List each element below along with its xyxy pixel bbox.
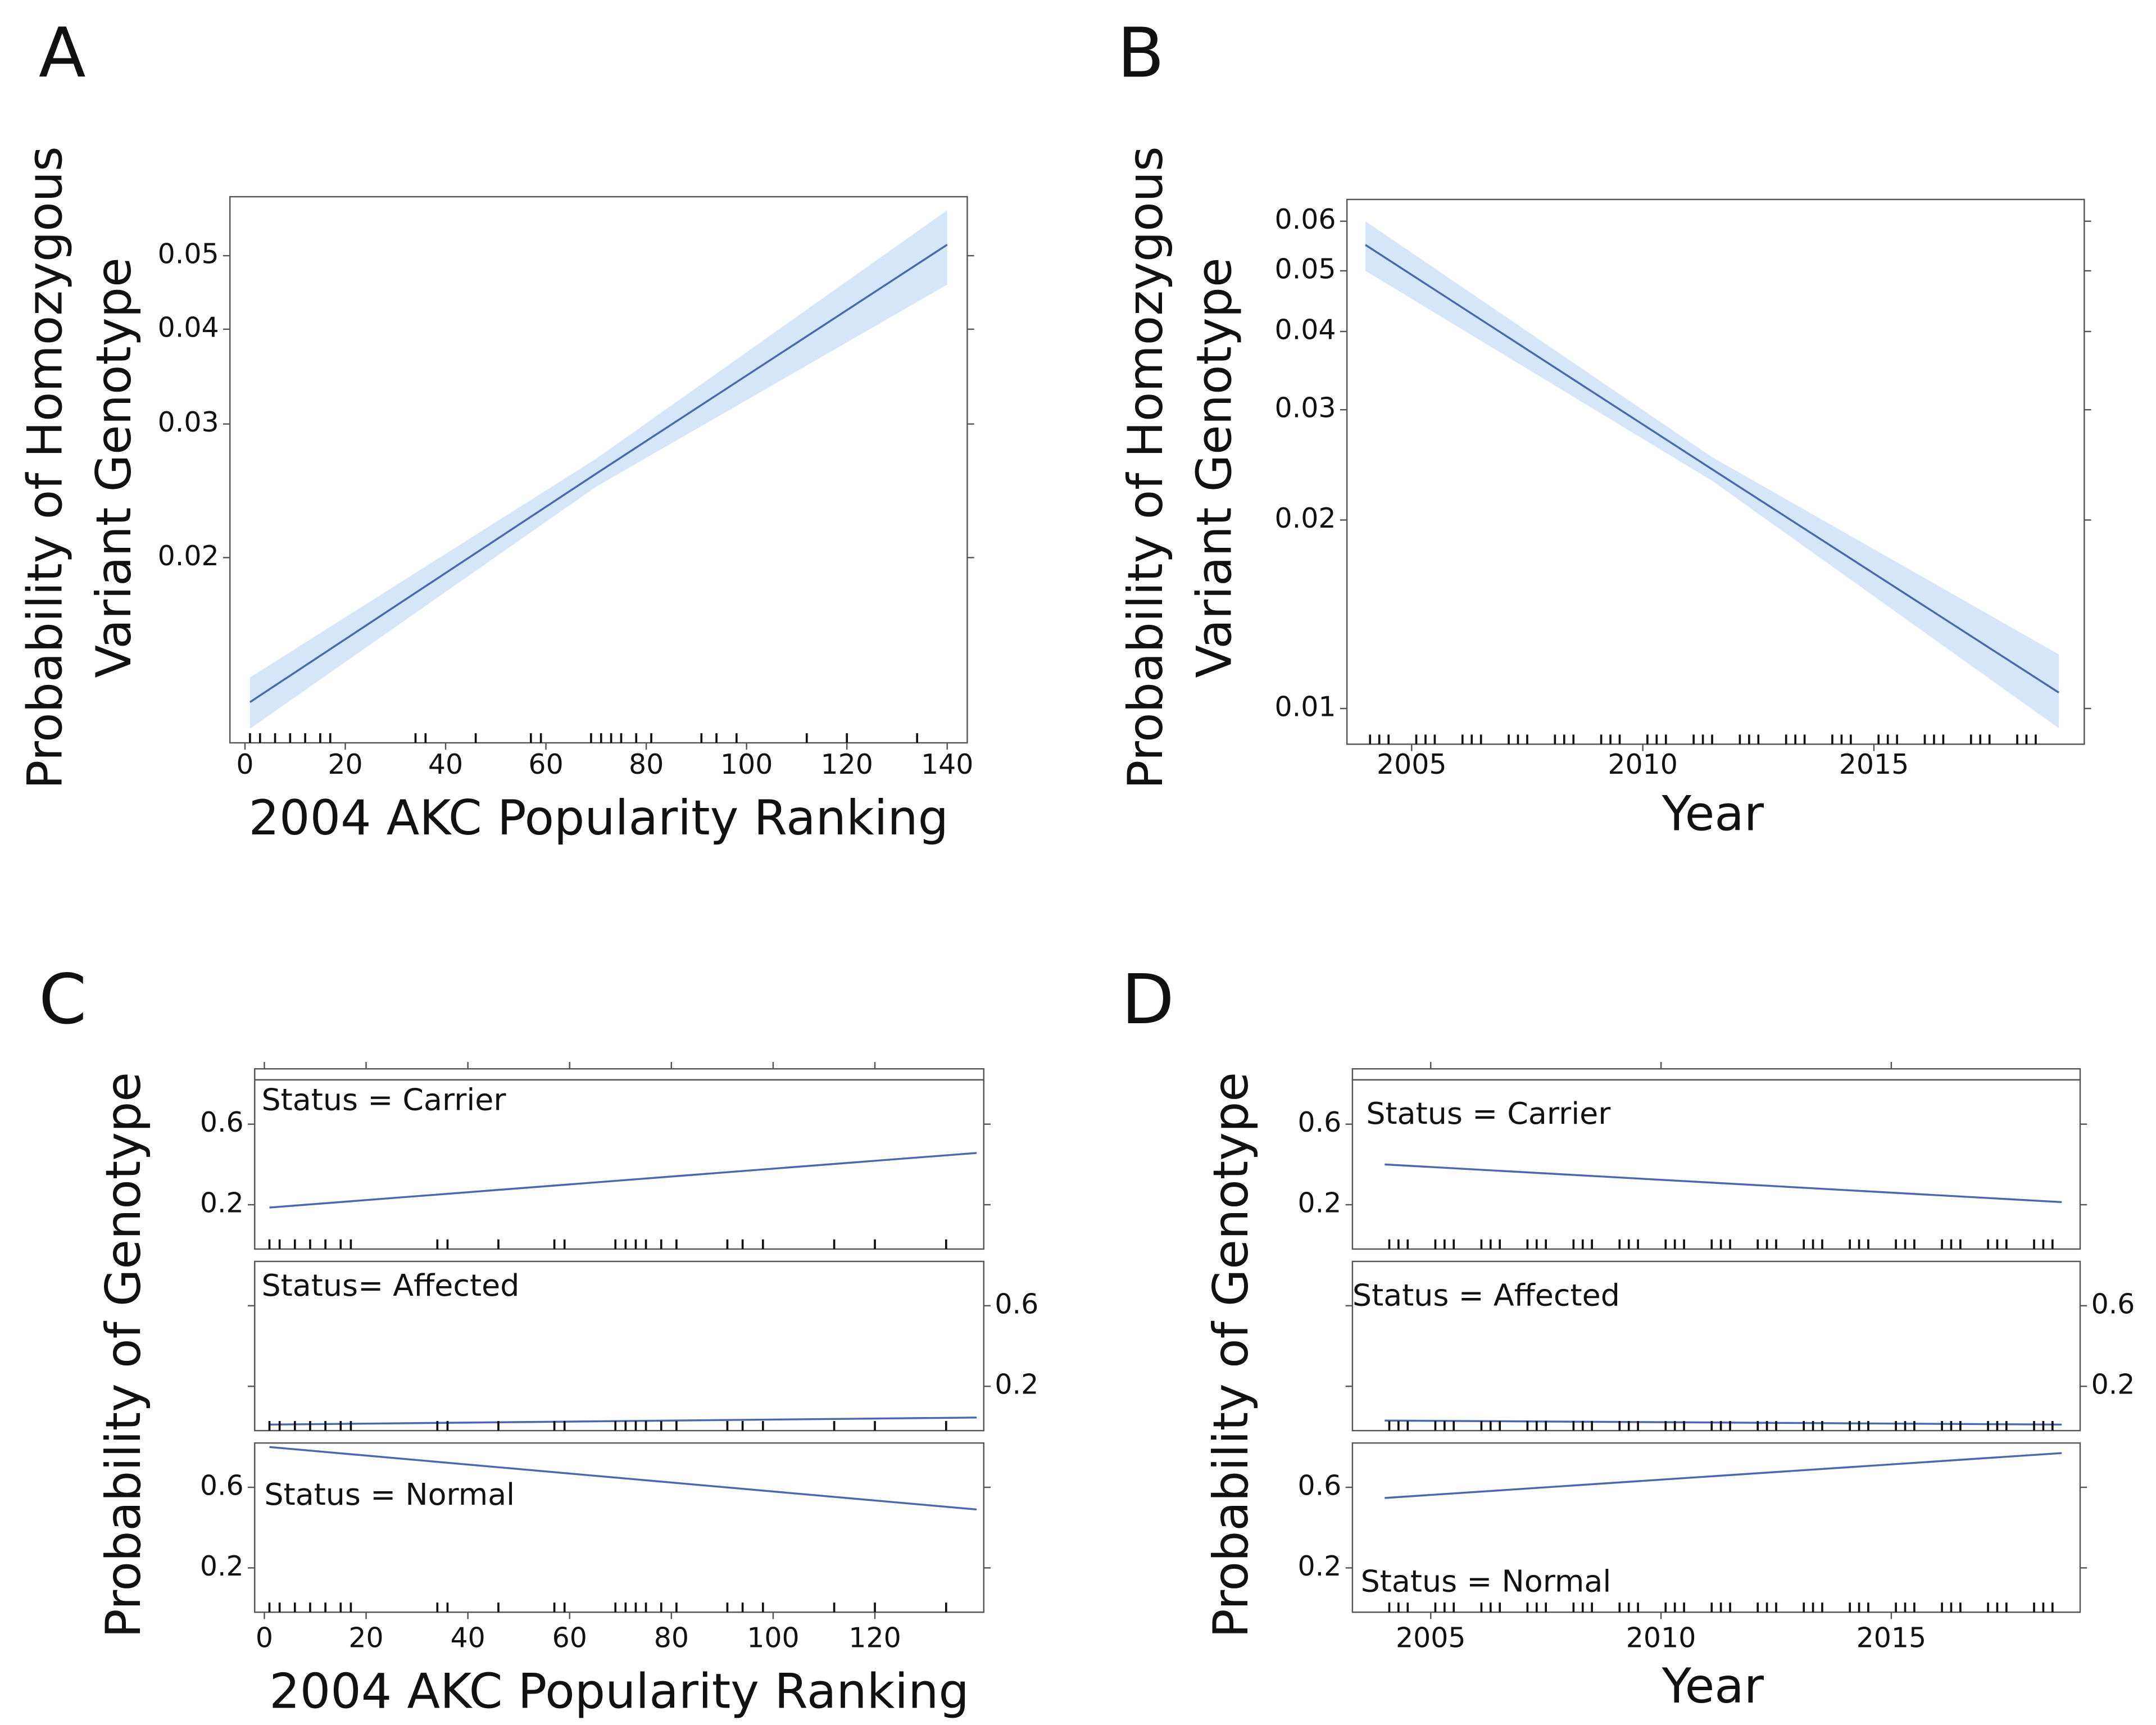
plot-frame [1346,198,2085,745]
y-tick-label: 0.6 [1297,1469,1341,1501]
y-tick-label: 0.2 [2091,1369,2135,1401]
y-tick-label: 0.04 [1275,314,1336,346]
facet-label: Status= Affected [262,1268,520,1303]
facet-label: Status = Normal [1361,1563,1612,1599]
y-tick-label: 0.6 [995,1288,1038,1320]
x-tick-label: 100 [720,748,773,780]
facet-label: Status = Affected [1352,1277,1620,1313]
x-tick-label: 60 [528,748,563,780]
y-tick-label: 0.2 [200,1187,244,1219]
y-axis-label: Probability of Homozygous [1118,146,1174,789]
y-tick-label: 0.2 [995,1369,1038,1401]
plot-frame [1351,1260,2081,1432]
x-tick-label: 2015 [1839,748,1909,780]
x-tick-label: 40 [428,748,463,780]
fit-line [1385,1419,2062,1426]
y-tick-label: 0.03 [158,406,219,438]
y-tick-label: 0.2 [1297,1550,1341,1582]
plot-frame [254,1442,985,1613]
fit-line [249,244,948,703]
facet-label: Status = Carrier [262,1082,507,1118]
x-tick-label: 20 [328,748,362,780]
x-tick-label: 2010 [1626,1622,1696,1654]
plot-frame [254,1260,985,1432]
plot-frame [254,1079,985,1250]
y-axis-label: Probability of Genotype [1203,1072,1259,1638]
plot-frame [1351,1442,2081,1613]
panel-letter: D [1122,959,1174,1039]
x-tick-label: 120 [820,748,873,780]
y-tick-label: 0.01 [1275,691,1336,723]
y-axis-label: Variant Genotype [1186,257,1242,678]
y-tick-label: 0.6 [200,1469,244,1501]
y-tick-label: 0.05 [158,238,219,270]
x-tick-label: 140 [921,748,973,780]
confidence-band [1365,221,2059,729]
y-axis-label: Probability of Genotype [96,1072,152,1638]
y-tick-label: 0.6 [1297,1106,1341,1138]
x-tick-label: 2015 [1857,1622,1927,1654]
facet-label: Status = Normal [264,1477,515,1512]
plot-frame [1351,1079,2081,1250]
y-tick-label: 0.06 [1275,203,1336,235]
x-axis-label: 2004 AKC Popularity Ranking [249,790,949,846]
fit-line [1365,244,2060,694]
y-tick-label: 0.02 [1275,502,1336,534]
y-axis-label: Variant Genotype [86,257,142,678]
y-tick-label: 0.6 [2091,1288,2135,1320]
y-tick-label: 0.2 [1297,1187,1341,1219]
x-tick-label: 120 [848,1622,901,1654]
x-tick-label: 2010 [1608,748,1678,780]
fit-line [269,1446,977,1511]
x-axis-label: Year [1662,1658,1764,1714]
y-tick-label: 0.6 [200,1106,244,1138]
x-tick-label: 80 [654,1622,689,1654]
confidence-band [249,210,947,729]
y-tick-label: 0.03 [1275,392,1336,424]
panel-letter: C [39,959,87,1039]
x-tick-label: 2005 [1396,1622,1466,1654]
x-tick-label: 20 [348,1622,383,1654]
y-tick-label: 0.05 [1275,253,1336,285]
x-tick-label: 80 [629,748,664,780]
x-tick-label: 0 [256,1622,273,1654]
x-tick-label: 0 [236,748,253,780]
y-tick-label: 0.02 [158,540,219,572]
plot-frame [229,196,968,744]
y-tick-label: 0.2 [200,1550,244,1582]
fit-line [1385,1163,2062,1204]
x-axis-label: 2004 AKC Popularity Ranking [269,1664,969,1720]
x-tick-label: 100 [747,1622,799,1654]
fit-line [269,1152,977,1209]
x-tick-label: 60 [552,1622,587,1654]
y-tick-label: 0.04 [158,311,219,343]
facet-label: Status = Carrier [1366,1096,1611,1131]
fit-line [269,1417,977,1426]
y-axis-label: Probability of Homozygous [17,146,73,789]
panel-letter: A [39,13,86,93]
facet-strip [1351,1068,2081,1081]
x-axis-label: Year [1662,786,1764,842]
fit-line [1385,1452,2062,1499]
x-tick-label: 2005 [1377,748,1447,780]
facet-strip [254,1068,985,1081]
panel-letter: B [1117,13,1164,93]
x-tick-label: 40 [451,1622,485,1654]
